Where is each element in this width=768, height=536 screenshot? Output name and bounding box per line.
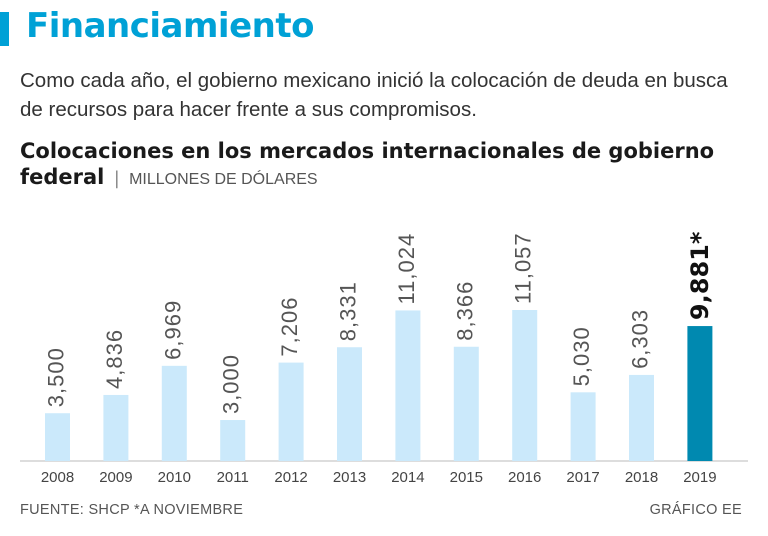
x-tick-label-2012: 2012: [274, 469, 307, 486]
bar-2015: [453, 346, 479, 461]
value-label-2012: 7,206: [277, 297, 302, 357]
x-tick-label-2014: 2014: [391, 469, 424, 486]
value-label-2019: 9,881*: [686, 231, 714, 320]
value-label-2015: 8,366: [452, 281, 477, 341]
x-tick-label-2018: 2018: [625, 469, 658, 486]
value-label-2018: 6,303: [628, 309, 653, 369]
headline: Financiamiento: [26, 6, 314, 46]
chart-title: Colocaciones en los mercados internacion…: [20, 138, 760, 193]
bar-2008: [45, 413, 70, 461]
value-label-2014: 11,024: [394, 233, 419, 305]
value-label-2017: 5,030: [569, 326, 594, 386]
bar-2010: [161, 365, 187, 461]
chart-units: MILLONES DE DÓLARES: [129, 171, 318, 188]
x-tick-label-2011: 2011: [217, 469, 249, 486]
bar-2016: [512, 310, 538, 461]
source-note: FUENTE: SHCP *A NOVIEMBRE: [20, 502, 244, 518]
bar-2019: [687, 326, 713, 461]
value-label-2013: 8,331: [336, 281, 361, 341]
bar-2011: [220, 420, 246, 461]
chart-title-text: Colocaciones en los mercados internacion…: [20, 139, 715, 189]
x-tick-label-2013: 2013: [333, 469, 366, 486]
value-label-2008: 3,500: [44, 347, 69, 407]
value-label-2009: 4,836: [102, 329, 127, 389]
headline-accent-bar: [0, 12, 9, 46]
x-tick-label-2010: 2010: [158, 469, 191, 486]
x-tick-label-2015: 2015: [450, 469, 483, 486]
x-tick-label-2017: 2017: [566, 469, 599, 486]
title-separator: |: [113, 168, 120, 189]
graphic-credit: GRÁFICO EE: [649, 502, 742, 518]
bar-2012: [278, 362, 304, 461]
bar-2014: [395, 310, 421, 461]
value-label-2011: 3,000: [219, 354, 244, 414]
intro-text: Como cada año, el gobierno mexicano inic…: [20, 69, 728, 121]
bar-2017: [570, 392, 596, 461]
bar-2013: [337, 347, 362, 461]
x-tick-label-2016: 2016: [508, 469, 541, 486]
bar-2009: [103, 394, 129, 461]
value-label-2016: 11,057: [511, 232, 536, 304]
bar-2018: [629, 374, 654, 461]
x-tick-label-2019: 2019: [683, 469, 716, 486]
value-label-2010: 6,969: [160, 300, 185, 360]
x-tick-label-2009: 2009: [99, 469, 132, 486]
x-tick-label-2008: 2008: [41, 469, 74, 486]
